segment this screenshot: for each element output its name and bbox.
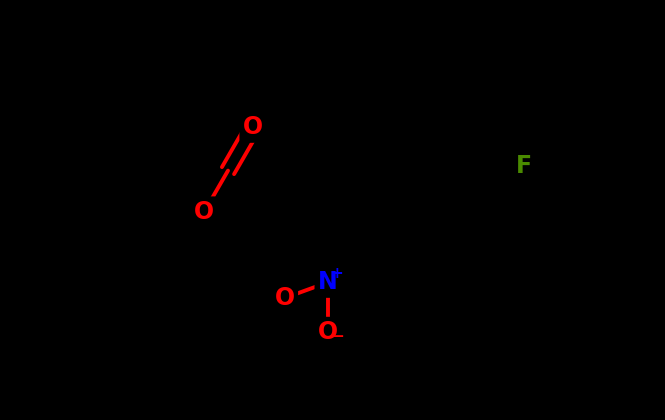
Text: O: O <box>243 115 263 139</box>
Text: O: O <box>194 200 214 224</box>
Text: F: F <box>515 154 531 178</box>
Text: N: N <box>318 270 338 294</box>
Text: O: O <box>318 320 338 344</box>
Text: −: − <box>332 329 344 344</box>
Text: +: + <box>331 265 344 281</box>
Text: O: O <box>275 286 295 310</box>
